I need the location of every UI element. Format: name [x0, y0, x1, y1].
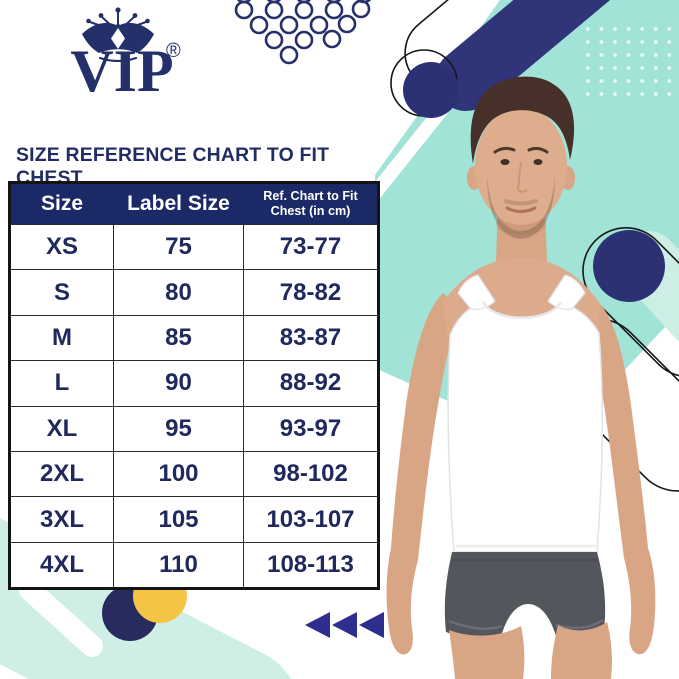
cell-chest-cm: 73-77	[243, 223, 379, 271]
model-hair	[470, 76, 575, 164]
model-right-eye	[533, 159, 543, 165]
table-row-m: M 85 83-87	[9, 314, 379, 362]
grey-trunks	[444, 552, 606, 640]
crown-icon	[82, 7, 154, 62]
cell-label-size: 75	[113, 223, 244, 271]
model-nose	[516, 161, 528, 193]
cell-chest-cm: 103-107	[243, 496, 379, 543]
circle-triangle-pattern	[234, 0, 372, 65]
cell-size: L	[9, 360, 114, 407]
header-row: Size Label Size Ref. Chart to Fit Chest …	[9, 182, 379, 225]
white-dots-pattern	[583, 27, 671, 101]
navy-circle-top	[403, 62, 459, 118]
mint-brush-shape	[0, 518, 291, 679]
model-left-eyebrow	[493, 146, 516, 154]
table-row-l: L 90 88-92	[9, 360, 379, 407]
cell-chest-cm: 108-113	[243, 541, 379, 590]
cell-label-size: 90	[113, 360, 244, 407]
cell-chest-cm: 93-97	[243, 405, 379, 452]
cell-size: 2XL	[9, 450, 114, 498]
model-right-leg	[551, 622, 612, 679]
model-left-arm	[386, 293, 462, 655]
table-body: XS 75 73-77 S 80 78-82 M 85 83-87 L 90 8…	[9, 223, 379, 590]
cell-chest-cm: 78-82	[243, 269, 379, 316]
cell-size: S	[9, 269, 114, 316]
white-vest	[447, 274, 604, 553]
cell-label-size: 105	[113, 496, 244, 543]
table-header: Size Label Size Ref. Chart to Fit Chest …	[9, 182, 379, 225]
cell-size: XS	[9, 223, 114, 271]
table-row-s: S 80 78-82	[9, 269, 379, 316]
table-row-4xl: 4XL 110 108-113	[9, 541, 379, 590]
table-row-2xl: 2XL 100 98-102	[9, 450, 379, 498]
cell-size: XL	[9, 405, 114, 452]
brand-logo: VIP ®	[40, 0, 210, 132]
cell-label-size: 80	[113, 269, 244, 316]
cell-label-size: 85	[113, 314, 244, 362]
cell-size: 3XL	[9, 496, 114, 543]
trunks-leg-hems	[448, 618, 604, 630]
registered-trademark-icon: ®	[166, 40, 181, 62]
brand-name: VIP	[70, 38, 174, 104]
cell-label-size: 100	[113, 450, 244, 498]
table-row-3xl: 3XL 105 103-107	[9, 496, 379, 543]
column-header-ref-chart: Ref. Chart to Fit Chest (in cm)	[243, 182, 379, 225]
model-left-leg	[449, 626, 525, 679]
navy-circle-mid	[593, 230, 665, 302]
vest-neckline	[481, 301, 563, 319]
column-header-size: Size	[9, 182, 114, 225]
size-chart-table: Size Label Size Ref. Chart to Fit Chest …	[8, 181, 380, 591]
cell-chest-cm: 88-92	[243, 360, 379, 407]
cell-chest-cm: 83-87	[243, 314, 379, 362]
model-right-eyebrow	[527, 146, 549, 154]
model-figure	[386, 76, 656, 679]
model-left-eye	[500, 159, 510, 165]
model-mouth	[505, 206, 537, 213]
cell-size: M	[9, 314, 114, 362]
triple-left-arrow-icon	[305, 612, 384, 638]
cell-label-size: 95	[113, 405, 244, 452]
column-header-label-size: Label Size	[113, 182, 244, 225]
cell-chest-cm: 98-102	[243, 450, 379, 498]
table-row-xs: XS 75 73-77	[9, 223, 379, 271]
cell-size: 4XL	[9, 541, 114, 590]
cell-label-size: 110	[113, 541, 244, 590]
table-row-xl: XL 95 93-97	[9, 405, 379, 452]
